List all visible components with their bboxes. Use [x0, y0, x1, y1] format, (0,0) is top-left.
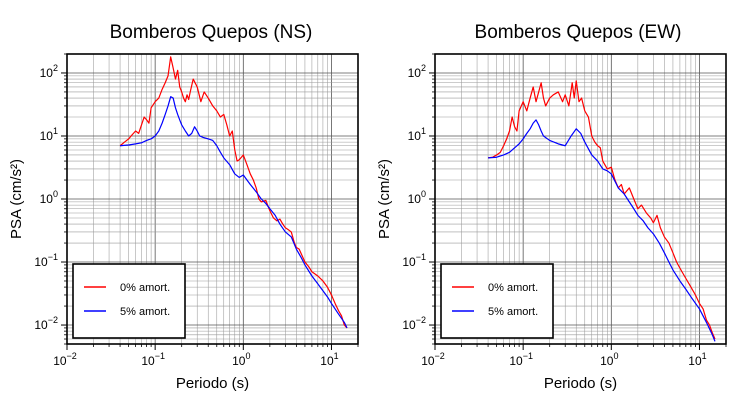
x-tick-label: 100	[232, 351, 250, 368]
chart-ns: 10−2 10−1 100 101 10−2 10−1 100 101 102 Bomberos …	[8, 22, 359, 392]
x-tick-label: 101	[320, 351, 338, 368]
series-line-amort-5	[120, 96, 348, 329]
legend-label: 0% amort.	[488, 282, 538, 294]
x-tick-label: 10−2	[53, 351, 77, 368]
chart-title: Bomberos Quepos (NS)	[110, 22, 313, 43]
y-tick-label: 10−1	[34, 252, 58, 269]
x-tick-label: 10−1	[141, 351, 165, 368]
legend-box	[72, 263, 186, 339]
legend: 0% amort. 5% amort.	[440, 263, 554, 339]
series-line-amort-0	[119, 56, 348, 329]
series-line-amort-5	[488, 119, 716, 342]
y-tick-label: 10−1	[402, 252, 426, 269]
y-tick-label: 102	[408, 63, 426, 80]
chart-title: Bomberos Quepos (EW)	[475, 22, 682, 43]
x-axis-label: Periodo (s)	[544, 375, 617, 392]
y-tick-label: 100	[408, 189, 426, 206]
y-axis-label: PSA (cm/s²)	[8, 159, 25, 239]
chart-ew: 10−2 10−1 100 101 10−2 10−1 100 101 102 Bomberos …	[376, 22, 727, 392]
series-line-amort-0	[487, 80, 716, 340]
y-tick-label: 102	[40, 63, 58, 80]
legend-label: 5% amort.	[488, 306, 538, 318]
legend-box	[440, 263, 554, 339]
legend-label: 0% amort.	[120, 282, 170, 294]
legend-label: 5% amort.	[120, 306, 170, 318]
y-tick-label: 101	[408, 126, 426, 143]
x-tick-label: 10−1	[509, 351, 533, 368]
y-tick-label: 10−2	[402, 315, 426, 332]
y-tick-label: 10−2	[34, 315, 58, 332]
x-axis-label: Periodo (s)	[176, 375, 249, 392]
x-tick-label: 10−2	[421, 351, 445, 368]
y-tick-label: 100	[40, 189, 58, 206]
x-tick-label: 101	[688, 351, 706, 368]
x-tick-label: 100	[600, 351, 618, 368]
y-axis-label: PSA (cm/s²)	[376, 159, 393, 239]
y-tick-label: 101	[40, 126, 58, 143]
legend: 0% amort. 5% amort.	[72, 263, 186, 339]
